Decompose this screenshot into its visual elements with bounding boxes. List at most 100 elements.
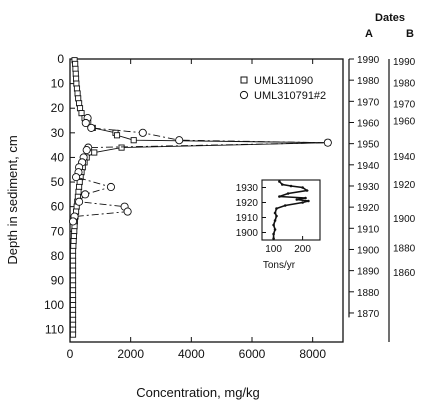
data-point-square xyxy=(72,65,79,72)
data-point-square xyxy=(69,306,77,314)
date-scale-a-year: 1880 xyxy=(357,288,380,299)
legend-marker-circle xyxy=(239,90,249,100)
data-point-square xyxy=(69,262,77,269)
date-scale-b-year: 1970 xyxy=(393,99,416,110)
inset-data-point xyxy=(272,232,275,236)
data-point-circle xyxy=(81,190,90,199)
data-point-circle xyxy=(106,182,115,192)
date-scale-a-year: 1970 xyxy=(357,97,380,108)
data-point-square xyxy=(91,149,98,156)
data-point-square xyxy=(70,233,77,240)
inset-x-tick-label: 200 xyxy=(294,244,311,255)
data-point-square xyxy=(69,277,77,284)
date-scale-a-year: 1920 xyxy=(357,203,380,214)
y-tick-label: 30 xyxy=(51,126,65,140)
data-point-square xyxy=(69,282,77,289)
data-point-square xyxy=(69,302,77,309)
inset-data-point xyxy=(273,211,277,215)
x-axis-label: Concentration, mg/kg xyxy=(136,385,260,400)
x-tick-label: 4000 xyxy=(178,347,205,361)
inset-y-tick-label: 1910 xyxy=(236,213,259,224)
data-point-square xyxy=(69,331,77,338)
inset-data-point xyxy=(307,199,310,203)
y-tick-label: 50 xyxy=(51,175,65,189)
y-tick-label: 40 xyxy=(51,150,65,164)
inset-data-point xyxy=(278,195,281,198)
data-point-square xyxy=(73,75,80,82)
data-point-square xyxy=(73,80,80,87)
data-point-square xyxy=(78,110,85,117)
date-scale-b-year: 1860 xyxy=(393,268,416,279)
data-point-square xyxy=(69,326,77,333)
inset-x-tick-label: 100 xyxy=(265,244,282,255)
date-scale-a-year: 1910 xyxy=(357,224,380,235)
legend-marker-square xyxy=(240,76,248,84)
date-scale-b-label: B xyxy=(406,28,414,40)
date-scales-header: Dates xyxy=(375,12,405,24)
inset-x-axis-label: Tons/yr xyxy=(263,260,296,271)
data-point-square xyxy=(69,292,77,299)
data-point-square xyxy=(130,137,137,144)
data-point-square xyxy=(75,188,82,195)
date-scale-b-year: 1940 xyxy=(393,152,416,163)
data-point-square xyxy=(69,321,77,328)
date-scale-a-year: 1980 xyxy=(357,76,380,87)
date-scale-a-year: 1930 xyxy=(357,182,380,193)
inset-chart: 1900 1910 1920 1930 100 200 xyxy=(236,179,321,255)
date-scale-a-year: 1890 xyxy=(357,267,380,278)
data-point-square xyxy=(69,247,77,254)
data-point-square xyxy=(76,183,83,191)
data-point-square xyxy=(71,228,78,235)
data-point-square xyxy=(76,105,84,112)
data-point-square xyxy=(69,311,77,318)
x-tick-label: 6000 xyxy=(239,347,266,361)
inset-data-point xyxy=(275,207,278,210)
data-point-square xyxy=(118,144,125,151)
date-scale-a-year: 1950 xyxy=(357,140,380,151)
data-point-circle xyxy=(87,123,96,132)
y-tick-label: 0 xyxy=(57,52,64,66)
date-scale-b-year: 1960 xyxy=(393,117,416,128)
y-tick-label: 80 xyxy=(51,249,65,263)
inset-y-tick-label: 1900 xyxy=(236,228,259,239)
inset-y-tick-label: 1930 xyxy=(236,183,259,194)
inset-data-point xyxy=(272,223,275,227)
inset-data-point xyxy=(278,180,281,183)
x-tick-label: 0 xyxy=(67,347,74,361)
date-scale-a-year: 1990 xyxy=(357,55,380,66)
inset-data-point xyxy=(304,196,307,200)
inset-data-point xyxy=(289,184,293,188)
date-scale-b-year: 1880 xyxy=(393,243,416,254)
date-scale-a-year: 1940 xyxy=(357,161,380,172)
main-plot-series xyxy=(68,57,332,338)
legend-label: UML311090 xyxy=(254,75,313,87)
inset-data-point xyxy=(281,183,284,186)
data-point-square xyxy=(72,60,79,67)
inset-data-point xyxy=(305,189,309,192)
data-point-square xyxy=(69,252,77,259)
data-point-circle xyxy=(323,138,332,147)
data-point-square xyxy=(73,85,81,92)
data-point-square xyxy=(76,100,83,107)
data-point-circle xyxy=(175,136,184,145)
date-scales: 1990 1980 1970 1960 1950 1940 1930 1920 1910 1900… xyxy=(348,55,416,342)
date-scale-a-year: 1900 xyxy=(357,245,380,256)
data-point-circle xyxy=(75,197,84,206)
inset-data-point xyxy=(273,219,277,222)
data-point-square xyxy=(69,257,77,264)
data-point-square xyxy=(70,238,77,245)
y-tick-label: 90 xyxy=(51,273,65,287)
inset-data-point xyxy=(301,201,304,204)
date-scale-a-year: 1960 xyxy=(357,118,380,129)
data-point-square xyxy=(75,95,82,102)
data-point-square xyxy=(72,70,79,77)
inset-data-point xyxy=(272,237,275,240)
data-point-circle xyxy=(123,207,132,216)
y-tick-label: 70 xyxy=(51,224,65,238)
main-plot-axes: 0 2000 4000 6000 800001020304050607080901001… xyxy=(44,52,344,361)
inset-data-point xyxy=(273,228,277,231)
data-point-square xyxy=(69,272,77,279)
inset-data-point xyxy=(301,186,304,189)
date-scale-a-label: A xyxy=(365,28,373,40)
